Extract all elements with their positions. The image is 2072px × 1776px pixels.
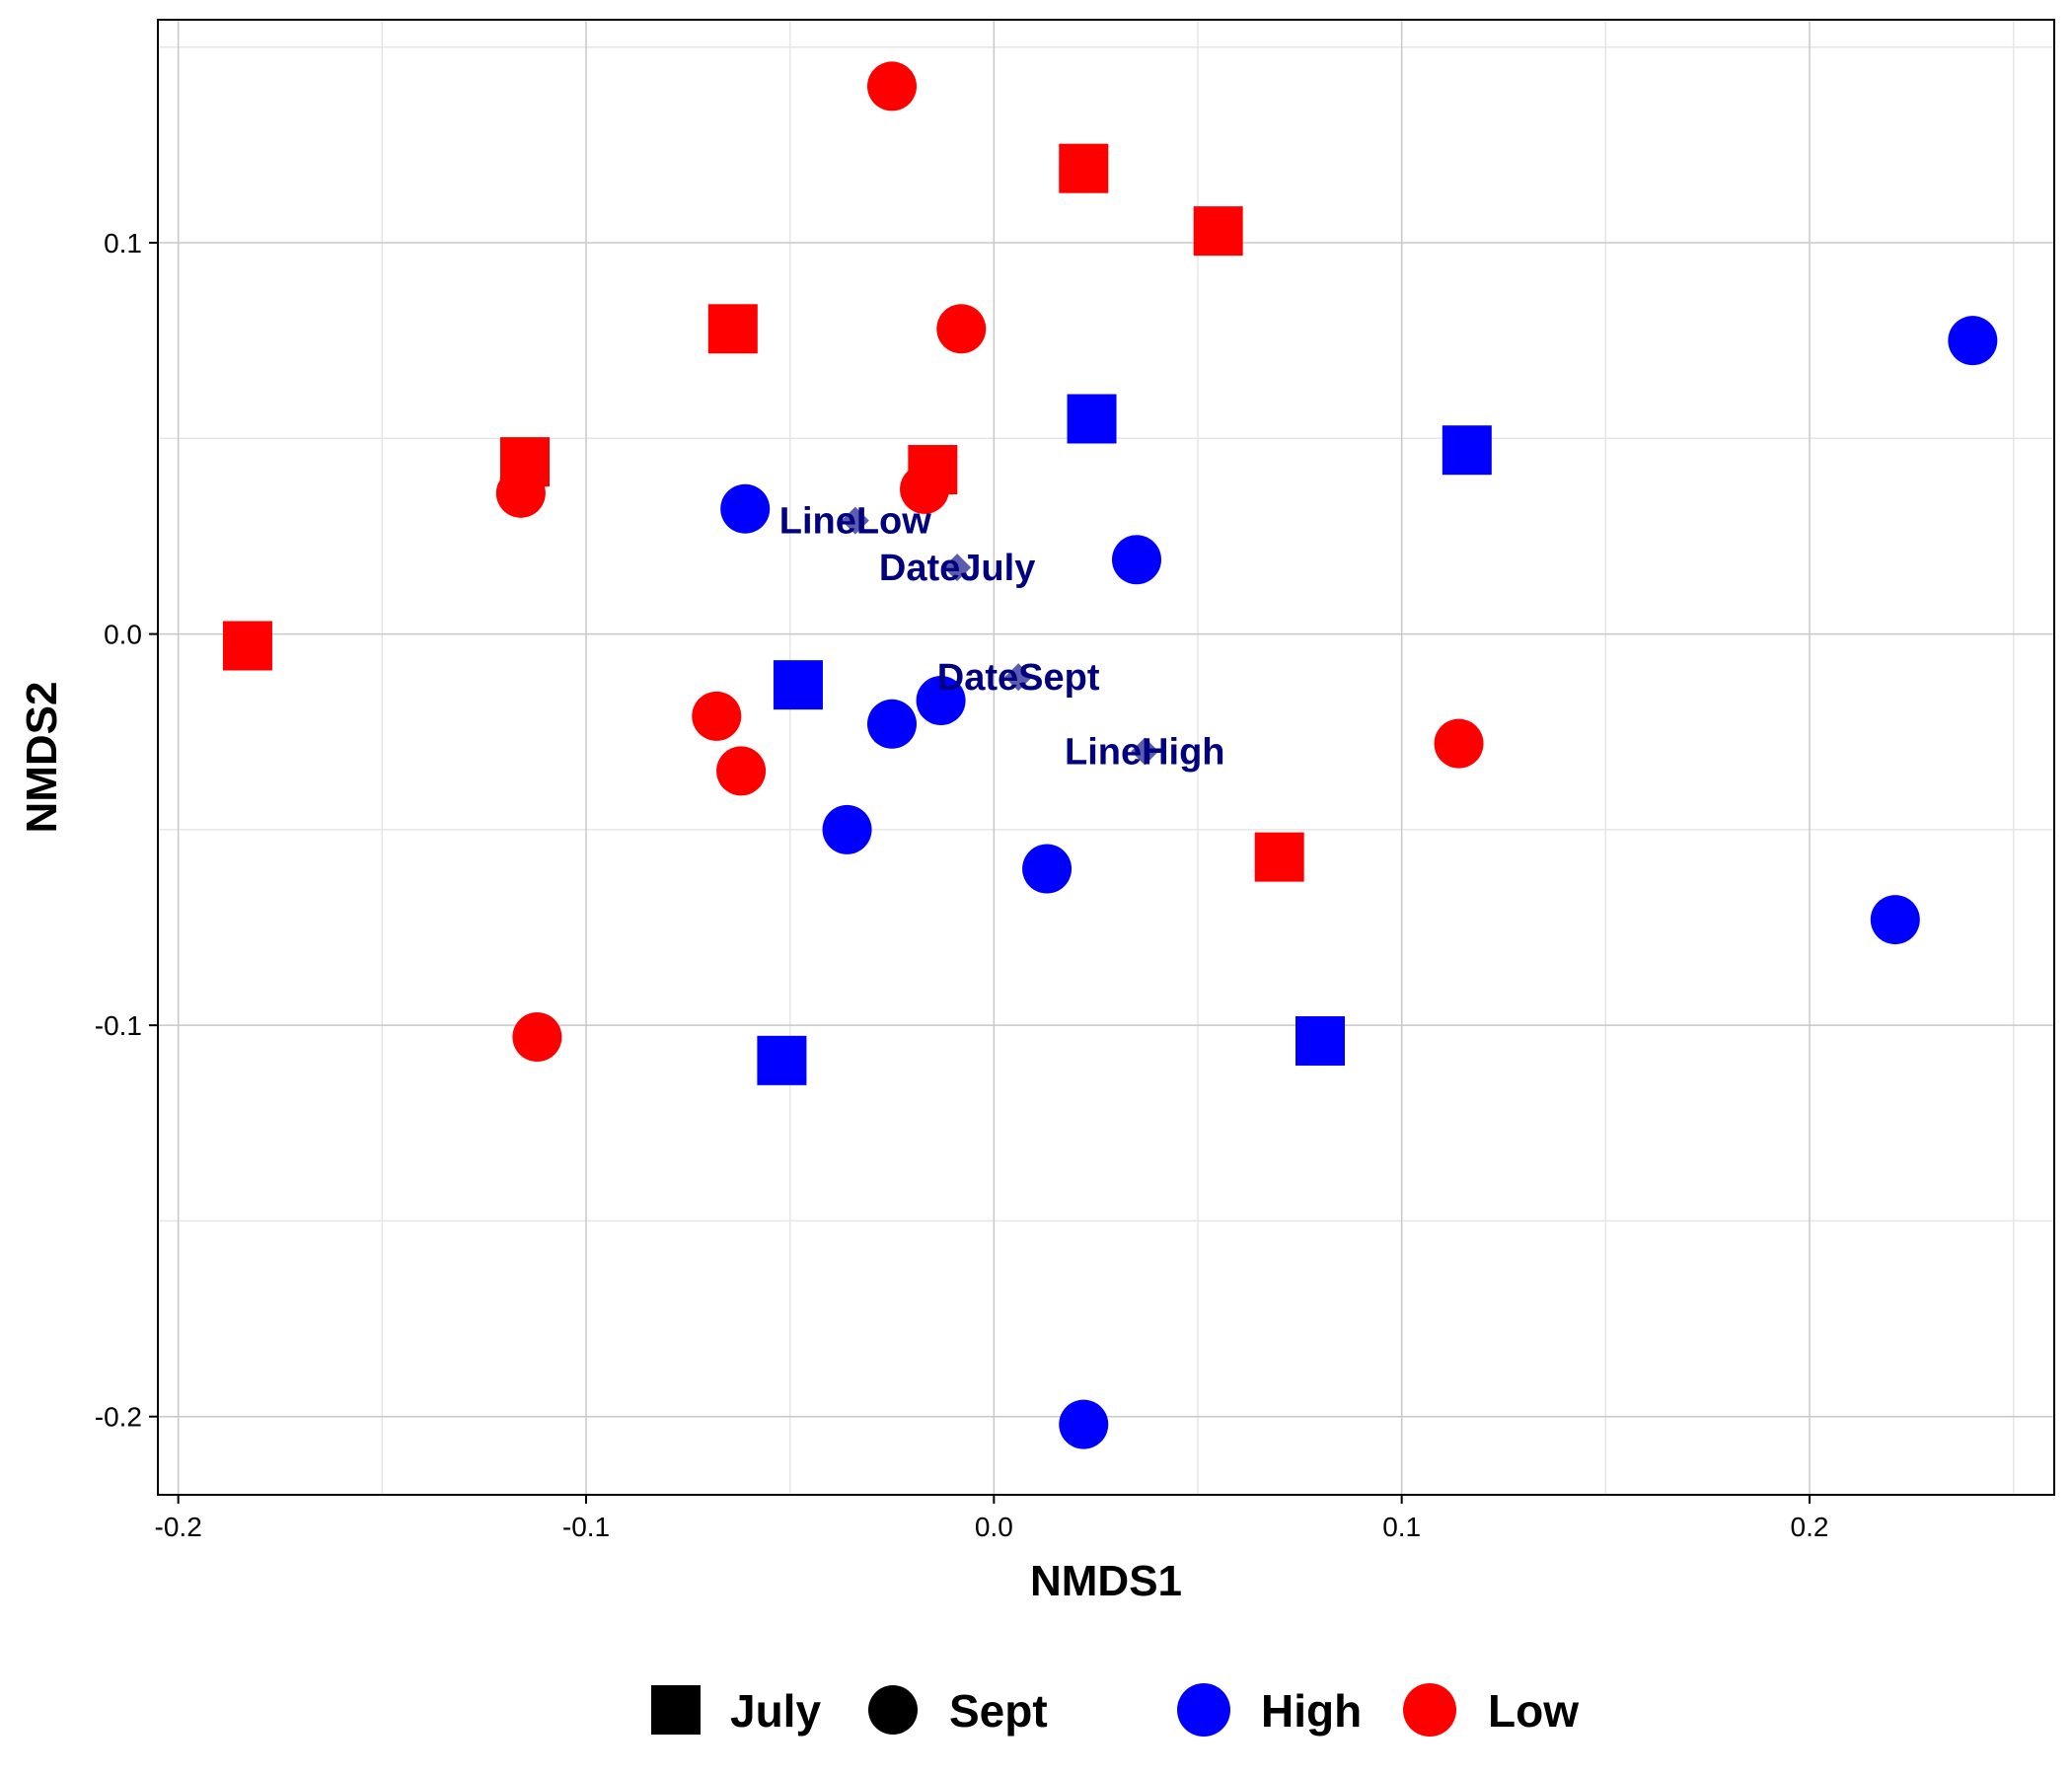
point-high-july: [773, 660, 823, 710]
centroid-marker: [1131, 737, 1159, 766]
y-axis: -0.2 -0.1 0.0 0.1: [95, 228, 158, 1433]
point-high-sept: [1870, 895, 1920, 945]
x-tick-label: -0.2: [155, 1512, 202, 1542]
legend: July Sept High Low: [651, 1683, 1579, 1737]
panel-border: [157, 19, 2055, 1496]
panel-background: [158, 20, 2054, 1495]
point-low-sept: [512, 1012, 562, 1063]
point-high-sept: [1112, 535, 1161, 585]
point-high-sept: [916, 676, 966, 725]
point-low-july: [707, 304, 758, 354]
x-tick-label: -0.1: [562, 1512, 610, 1542]
point-low-sept: [936, 304, 987, 354]
point-low-sept: [692, 691, 742, 741]
point-low-july: [222, 621, 272, 671]
legend-key-july: [651, 1685, 701, 1735]
y-tick-label: 0.0: [104, 620, 142, 650]
x-tick-label: 0.0: [975, 1512, 1013, 1542]
point-high-sept: [822, 804, 872, 854]
point-high-sept: [1059, 1399, 1109, 1449]
legend-label: July: [730, 1685, 821, 1737]
point-high-sept: [1022, 844, 1073, 894]
point-high-july: [1442, 425, 1492, 476]
x-tick-label: 0.2: [1791, 1512, 1829, 1542]
centroid-marker: [943, 554, 972, 582]
x-axis: -0.2 -0.1 0.0 0.1 0.2: [155, 1495, 1829, 1542]
point-low-july: [1254, 832, 1304, 882]
centroid-label: LineLow: [779, 501, 932, 543]
centroid-label: LineHigh: [1065, 732, 1225, 774]
centroid-marker: [841, 506, 869, 535]
plot-area: LineLow DateJuly DateSept LineHigh: [157, 19, 2055, 1496]
point-low-sept: [495, 468, 546, 518]
legend-label: Sept: [949, 1685, 1048, 1737]
point-low-sept: [1434, 718, 1484, 769]
point-high-july: [1067, 394, 1117, 444]
point-high-sept: [867, 699, 917, 749]
legend-key-high: [1177, 1683, 1230, 1737]
point-high-sept: [720, 483, 771, 534]
point-low-july: [1059, 143, 1109, 193]
data-points: [222, 61, 1998, 1449]
y-tick-label: 0.1: [104, 228, 142, 259]
centroid-marker: [1004, 663, 1033, 692]
y-tick-label: -0.1: [95, 1010, 142, 1041]
y-tick-label: -0.2: [95, 1402, 142, 1433]
point-high-july: [1295, 1016, 1345, 1066]
legend-key-low: [1403, 1683, 1456, 1737]
point-high-july: [757, 1035, 807, 1085]
legend-label: Low: [1488, 1685, 1579, 1737]
legend-label: High: [1261, 1685, 1362, 1737]
point-low-july: [1193, 206, 1243, 257]
point-low-sept: [716, 746, 767, 796]
legend-key-sept: [868, 1685, 918, 1735]
point-high-sept: [1948, 316, 1998, 366]
point-low-sept: [900, 464, 950, 514]
centroid-markers: LineLow DateJuly DateSept LineHigh: [779, 501, 1225, 774]
point-low-sept: [867, 61, 917, 111]
x-axis-title: NMDS1: [1030, 1557, 1182, 1605]
y-axis-title: NMDS2: [18, 681, 66, 833]
grid-minor: [158, 20, 2054, 1495]
x-tick-label: 0.1: [1382, 1512, 1421, 1542]
centroid-label: DateSept: [937, 657, 1100, 699]
centroid-label: DateJuly: [879, 548, 1035, 589]
